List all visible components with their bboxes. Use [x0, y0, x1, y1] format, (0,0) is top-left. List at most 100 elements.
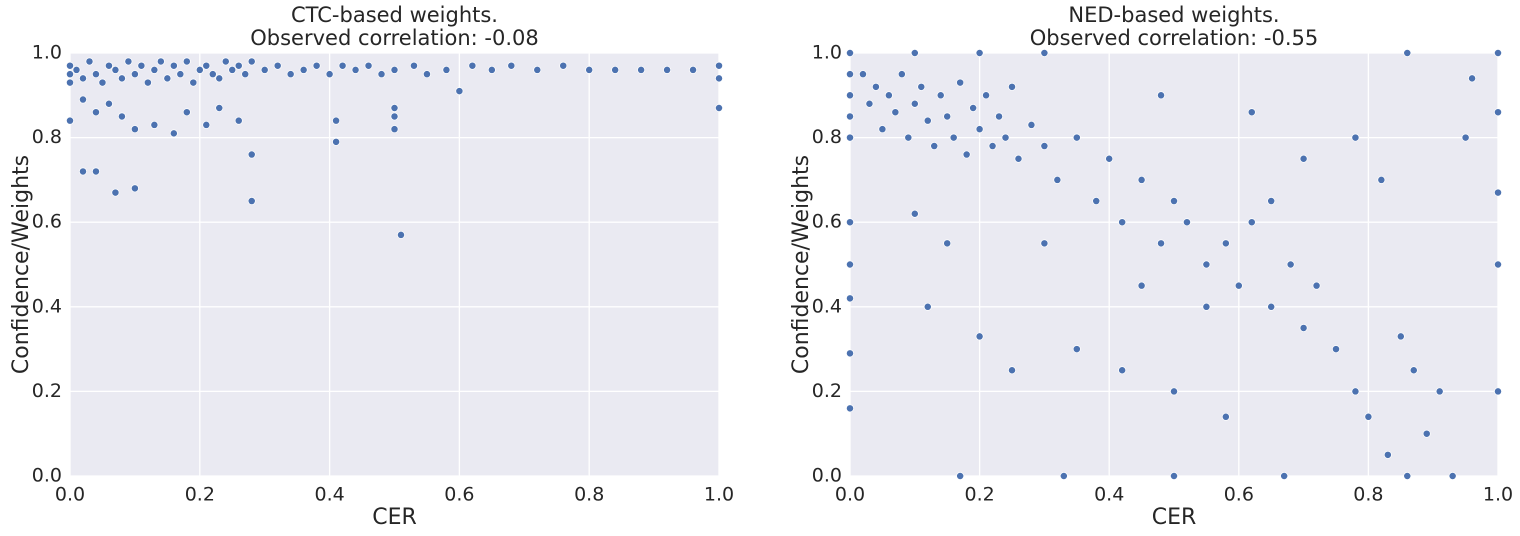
point	[390, 104, 399, 112]
x-tick-label: 1.0	[704, 484, 734, 506]
point	[247, 150, 256, 159]
y-tick-label: 1.0	[32, 42, 62, 64]
point	[1008, 82, 1016, 91]
point	[338, 61, 347, 70]
point	[846, 404, 854, 413]
y-tick-label: 0.4	[812, 295, 842, 317]
point	[79, 95, 87, 104]
point	[215, 74, 224, 83]
point	[1299, 154, 1308, 163]
point	[1118, 366, 1127, 375]
x-tick-label: 0.0	[55, 484, 85, 506]
point	[195, 65, 204, 74]
point	[1170, 472, 1178, 480]
point	[878, 125, 887, 134]
point	[423, 70, 431, 79]
point	[397, 230, 405, 239]
point	[208, 70, 217, 79]
point	[846, 294, 854, 303]
point	[611, 65, 620, 74]
point	[1118, 218, 1127, 227]
point	[962, 150, 971, 159]
point	[1403, 472, 1412, 480]
point	[923, 302, 932, 311]
point	[130, 70, 139, 79]
point	[1234, 281, 1243, 290]
point	[1312, 281, 1321, 290]
point	[66, 78, 74, 87]
point	[1280, 472, 1289, 480]
point	[1053, 175, 1062, 184]
x-tick-label: 0.8	[1353, 484, 1383, 506]
point	[1001, 133, 1010, 142]
point	[1494, 108, 1502, 117]
plot-background	[70, 53, 719, 476]
point	[92, 108, 100, 117]
y-axis-label: Confidence/Weights	[789, 155, 814, 374]
point	[897, 70, 906, 79]
point	[1396, 332, 1405, 341]
point	[377, 70, 386, 79]
point	[1267, 302, 1276, 311]
point	[1435, 387, 1444, 396]
point	[351, 65, 360, 74]
point	[163, 74, 172, 83]
point	[956, 472, 965, 480]
point	[943, 239, 952, 248]
point	[286, 70, 295, 79]
x-tick-label: 0.2	[964, 484, 994, 506]
point	[910, 99, 919, 108]
point	[189, 78, 198, 87]
point	[221, 57, 230, 66]
point	[156, 57, 165, 66]
point	[72, 65, 81, 74]
point	[1183, 218, 1191, 227]
point	[1351, 387, 1360, 396]
y-axis-label: Confidence/Weights	[9, 155, 34, 374]
point	[247, 57, 256, 66]
point	[891, 108, 900, 117]
y-tick-label: 0.2	[812, 380, 842, 402]
point	[215, 104, 224, 112]
point	[910, 209, 919, 218]
point	[176, 70, 185, 79]
point	[917, 82, 926, 91]
point	[111, 188, 120, 197]
x-tick-label: 0.4	[314, 484, 344, 506]
point	[104, 99, 113, 108]
point	[332, 116, 341, 125]
point	[585, 65, 594, 74]
x-axis-label: CER	[372, 505, 417, 530]
point	[1448, 472, 1457, 480]
point	[1494, 49, 1502, 57]
point	[66, 61, 74, 70]
point	[982, 91, 991, 100]
point	[923, 116, 932, 125]
point	[904, 133, 913, 142]
point	[390, 125, 399, 134]
point	[234, 116, 243, 125]
point	[975, 49, 984, 57]
point	[455, 87, 464, 96]
point	[390, 112, 399, 121]
point	[130, 184, 139, 193]
x-tick-label: 0.6	[1224, 484, 1254, 506]
point	[150, 120, 159, 129]
point	[846, 91, 854, 100]
point	[1494, 387, 1502, 396]
point	[988, 142, 997, 151]
point	[1351, 133, 1360, 142]
y-tick-label: 0.2	[32, 380, 62, 402]
point	[846, 112, 854, 121]
point	[637, 65, 646, 74]
point	[143, 78, 152, 87]
point	[995, 112, 1003, 121]
point	[846, 133, 854, 142]
point	[104, 61, 113, 70]
point	[137, 61, 146, 70]
point	[332, 137, 341, 146]
x-tick-label: 0.8	[574, 484, 604, 506]
point	[975, 332, 984, 341]
point	[273, 61, 282, 70]
point	[182, 108, 191, 117]
